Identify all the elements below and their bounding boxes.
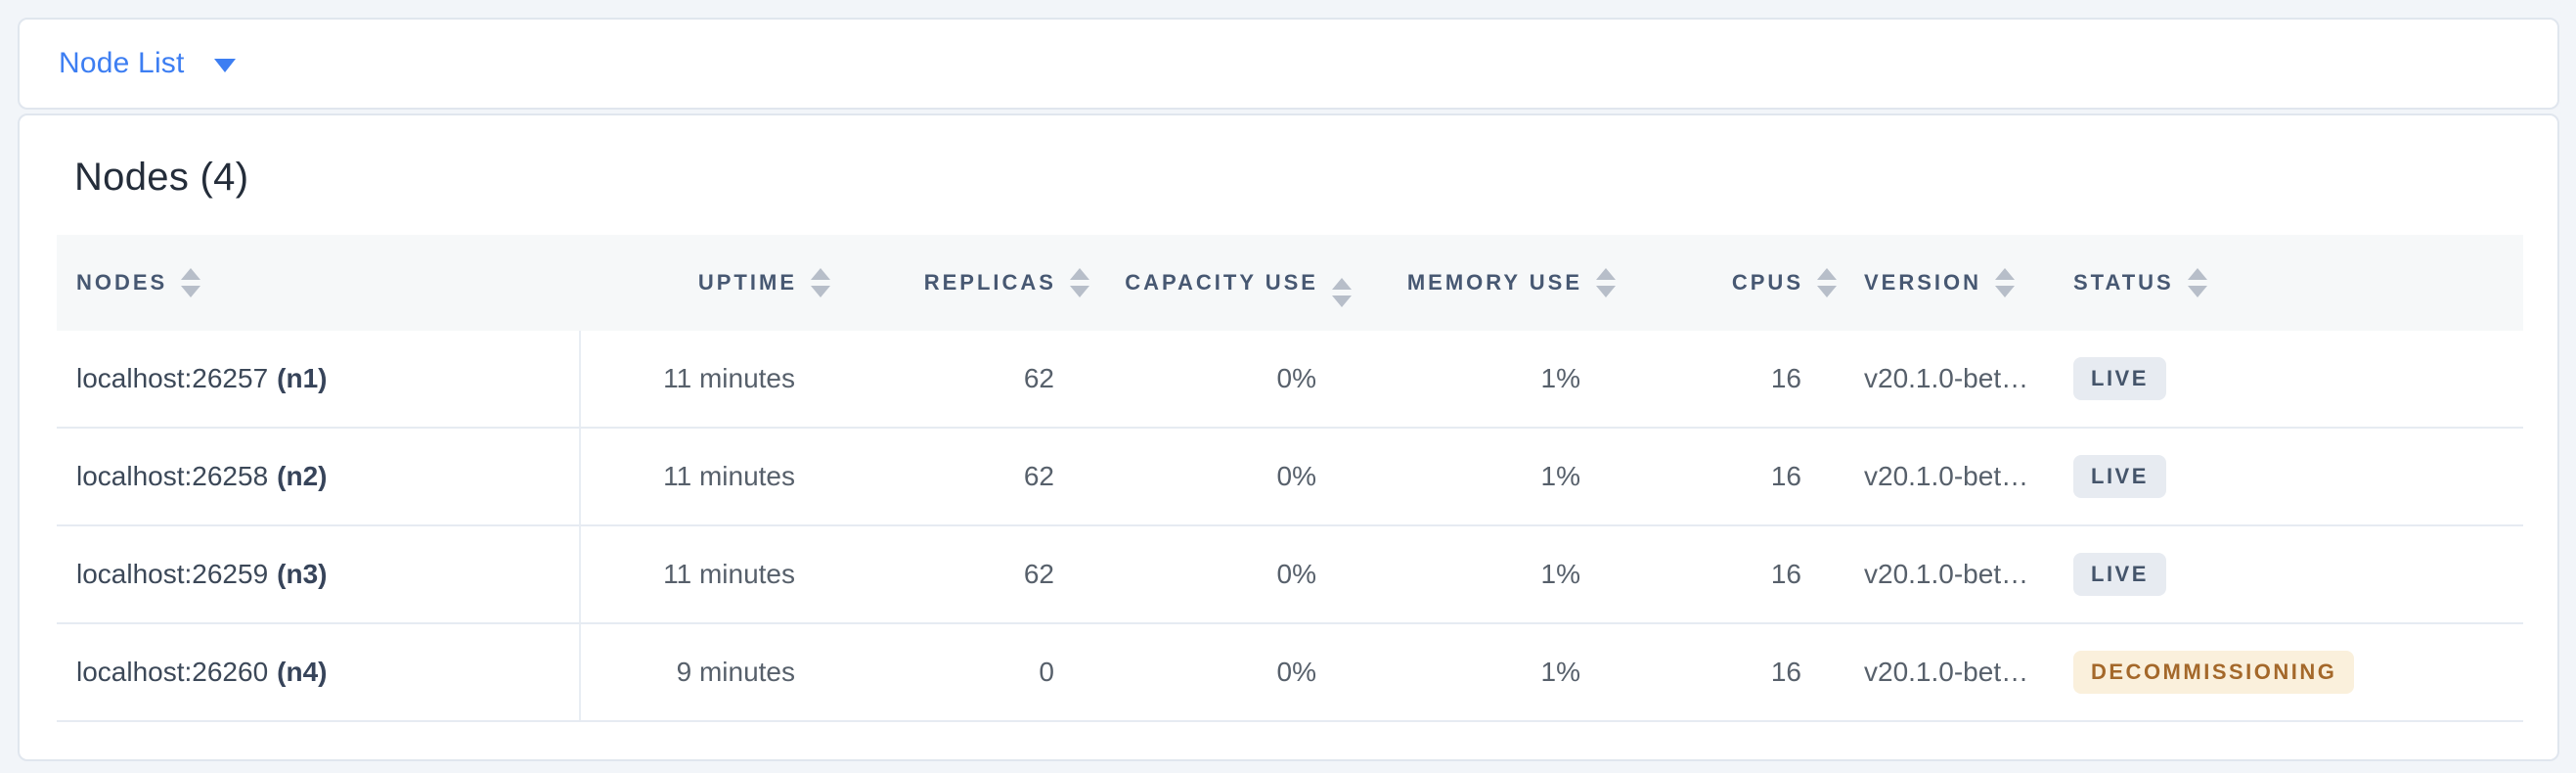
sort-icon[interactable] [1332, 278, 1352, 307]
version-cell: v20.1.0-bet… [1850, 428, 2069, 526]
column-header-memory-use[interactable]: MEMORY USE [1365, 235, 1629, 331]
sort-icon[interactable] [1817, 268, 1837, 297]
uptime-cell: 11 minutes [580, 525, 844, 624]
status-badge: LIVE [2073, 553, 2166, 596]
table-row: localhost:26257 (n1) 11 minutes 62 0% 1% … [57, 331, 2523, 429]
capacity-use-cell: 0% [1103, 331, 1365, 429]
caret-down-icon [213, 59, 236, 72]
version-cell: v20.1.0-bet… [1850, 331, 2069, 429]
table-header-row: NODES UPTIME REPLICAS [57, 235, 2523, 331]
column-header-uptime[interactable]: UPTIME [580, 235, 844, 331]
column-header-version[interactable]: VERSION [1850, 235, 2069, 331]
nodes-panel: Nodes (4) NODES UPTIME [18, 114, 2559, 761]
version-cell: v20.1.0-bet… [1850, 623, 2069, 722]
table-row: localhost:26258 (n2) 11 minutes 62 0% 1% … [57, 428, 2523, 526]
status-cell: LIVE [2069, 428, 2523, 526]
sort-icon[interactable] [1070, 268, 1089, 297]
cpus-cell: 16 [1629, 428, 1850, 526]
node-id: (n1) [277, 363, 328, 393]
table-row: localhost:26260 (n4) 9 minutes 0 0% 1% 16… [57, 623, 2523, 722]
uptime-cell: 11 minutes [580, 428, 844, 526]
view-selector-dropdown[interactable]: Node List [59, 47, 236, 80]
uptime-cell: 11 minutes [580, 331, 844, 429]
sort-icon[interactable] [1596, 268, 1616, 297]
replicas-cell: 0 [844, 623, 1103, 722]
node-id: (n2) [277, 461, 328, 491]
nodes-table: NODES UPTIME REPLICAS [57, 235, 2523, 722]
memory-use-cell: 1% [1365, 428, 1629, 526]
version-cell: v20.1.0-bet… [1850, 525, 2069, 624]
sort-icon[interactable] [2187, 268, 2207, 297]
replicas-cell: 62 [844, 525, 1103, 624]
node-address-cell: localhost:26260 (n4) [57, 623, 581, 722]
status-badge: DECOMMISSIONING [2073, 651, 2355, 694]
node-id: (n4) [277, 657, 328, 687]
view-selector-card: Node List [18, 18, 2559, 110]
column-header-status[interactable]: STATUS [2069, 235, 2523, 331]
status-cell: LIVE [2069, 331, 2523, 429]
cpus-cell: 16 [1629, 525, 1850, 624]
cpus-cell: 16 [1629, 331, 1850, 429]
cpus-cell: 16 [1629, 623, 1850, 722]
replicas-cell: 62 [844, 428, 1103, 526]
node-address-cell: localhost:26259 (n3) [57, 525, 581, 624]
column-header-cpus[interactable]: CPUS [1629, 235, 1850, 331]
capacity-use-cell: 0% [1103, 525, 1365, 624]
capacity-use-cell: 0% [1103, 428, 1365, 526]
status-cell: DECOMMISSIONING [2069, 623, 2523, 722]
view-selector-label: Node List [59, 47, 185, 79]
memory-use-cell: 1% [1365, 525, 1629, 624]
column-header-capacity-use[interactable]: CAPACITY USE [1103, 235, 1365, 331]
memory-use-cell: 1% [1365, 623, 1629, 722]
status-badge: LIVE [2073, 455, 2166, 498]
replicas-cell: 62 [844, 331, 1103, 429]
status-cell: LIVE [2069, 525, 2523, 624]
node-address-cell: localhost:26257 (n1) [57, 331, 581, 429]
status-badge: LIVE [2073, 357, 2166, 400]
node-address-cell: localhost:26258 (n2) [57, 428, 581, 526]
memory-use-cell: 1% [1365, 331, 1629, 429]
sort-icon[interactable] [1995, 268, 2016, 297]
node-id: (n3) [277, 559, 328, 589]
capacity-use-cell: 0% [1103, 623, 1365, 722]
column-header-replicas[interactable]: REPLICAS [844, 235, 1103, 331]
table-row: localhost:26259 (n3) 11 minutes 62 0% 1% … [57, 525, 2523, 624]
uptime-cell: 9 minutes [580, 623, 844, 722]
page-title: Nodes (4) [74, 156, 249, 199]
column-header-nodes[interactable]: NODES [57, 235, 580, 331]
sort-icon[interactable] [181, 268, 201, 297]
sort-icon[interactable] [811, 268, 830, 297]
